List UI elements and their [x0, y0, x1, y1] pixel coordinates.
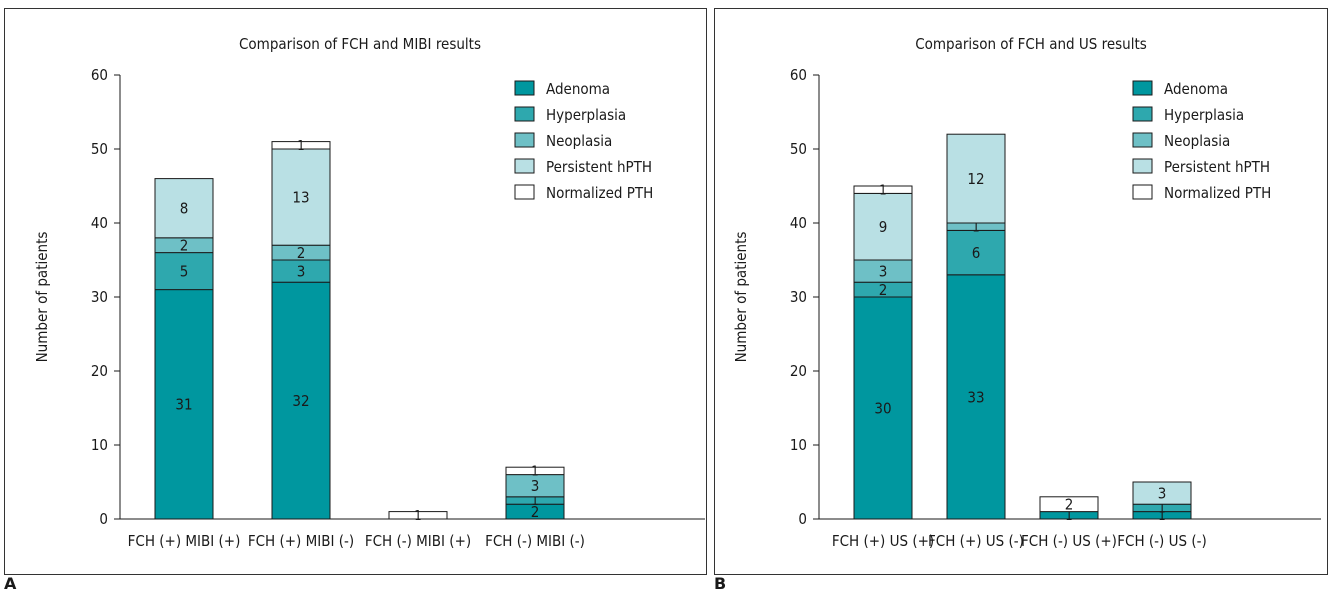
bar-value-label: 31: [175, 396, 192, 414]
y-tick-label: 30: [91, 288, 108, 306]
y-tick-label: 0: [99, 510, 108, 528]
bar-segment-normalized-pth: [505, 466, 565, 476]
legend-swatch-adenoma: [514, 80, 535, 96]
x-tick-label: FCH (-) MIBI (+): [365, 532, 471, 550]
bar-value-label: 1: [297, 139, 304, 154]
bar-value-label: 30: [874, 399, 891, 417]
legend-swatch-neoplasia: [1132, 132, 1153, 148]
legend-label-persistent-hpth: Persistent hPTH: [546, 158, 652, 176]
y-tick-label: 20: [790, 362, 807, 380]
legend-label-neoplasia: Neoplasia: [1164, 132, 1230, 150]
chart-a: Comparison of FCH and MIBI results 0 10 20 3…: [33, 35, 705, 550]
x-tick-label: FCH (+) US (+): [832, 532, 934, 550]
y-axis-label: Number of patients: [732, 232, 750, 363]
legend-swatch-persistent-hpth: [1132, 158, 1153, 174]
bar-value-label: 1: [531, 465, 538, 480]
chart-title: Comparison of FCH and US results: [915, 35, 1147, 53]
bar-segment-normalized-pth: [853, 185, 913, 194]
bar-segment-adenoma: [946, 274, 1006, 520]
bar-value-label: 3: [297, 263, 306, 281]
legend-label-adenoma: Adenoma: [1164, 80, 1228, 98]
x-tick-label: FCH (+) US (-): [928, 532, 1024, 550]
chart-title: Comparison of FCH and MIBI results: [239, 35, 481, 53]
legend-label-adenoma: Adenoma: [546, 80, 610, 98]
bar-value-label: 3: [1158, 485, 1167, 503]
bar-segment-adenoma: [853, 296, 913, 520]
bar-value-label: 2: [1065, 496, 1074, 514]
y-tick-label: 0: [798, 510, 807, 528]
legend-swatch-neoplasia: [514, 132, 535, 148]
x-tick-label: FCH (-) US (+): [1021, 532, 1117, 550]
x-tick-label: FCH (-) US (-): [1117, 532, 1206, 550]
panel-a: Comparison of FCH and MIBI results 0 10 20 3…: [4, 8, 707, 575]
y-tick-label: 60: [790, 66, 807, 84]
bar-value-label: 6: [972, 244, 981, 262]
bar-value-label: 2: [531, 503, 540, 521]
bar-value-label: 5: [180, 263, 189, 281]
bar-segment-hyperplasia: [946, 229, 1006, 276]
bar-segment-persistent-hpth: [853, 192, 913, 261]
legend-label-persistent-hpth: Persistent hPTH: [1164, 158, 1270, 176]
bar-value-label: 33: [967, 388, 984, 406]
bar-segment-normalized-pth: [271, 141, 331, 150]
x-tick-label: FCH (+) MIBI (-): [248, 532, 354, 550]
legend-swatch-persistent-hpth: [514, 158, 535, 174]
panel-letter-a: A: [4, 574, 17, 593]
chart-b: Comparison of FCH and US results 0 10 20 30 4…: [732, 35, 1321, 550]
y-tick-label: 10: [91, 436, 108, 454]
legend-swatch-adenoma: [1132, 80, 1153, 96]
bar-value-label: 3: [879, 263, 888, 281]
y-tick-label: 50: [91, 140, 108, 158]
bar-value-label: 1: [1158, 502, 1165, 517]
bar-value-label: 1: [1158, 509, 1165, 524]
x-tick-label: FCH (+) MIBI (+): [128, 532, 241, 550]
legend-label-normalized-pth: Normalized PTH: [1164, 184, 1271, 202]
bar-value-label: 3: [531, 477, 540, 495]
bar-value-label: 8: [180, 200, 189, 218]
bar-segment-normalized-pth: [388, 511, 448, 520]
bar-segment-normalized-pth: [1039, 496, 1099, 513]
bar-value-label: 12: [967, 170, 984, 188]
bar-value-label: 2: [180, 237, 189, 255]
bar-value-label: 32: [292, 392, 309, 410]
y-tick-label: 50: [790, 140, 807, 158]
bar-segment-persistent-hpth: [1132, 481, 1192, 505]
legend-label-neoplasia: Neoplasia: [546, 132, 612, 150]
y-tick-label: 40: [790, 214, 807, 232]
legend-label-normalized-pth: Normalized PTH: [546, 184, 653, 202]
bar-value-label: 1: [879, 183, 886, 198]
legend-swatch-normalized-pth: [1132, 184, 1153, 200]
bar-value-label: 2: [879, 281, 888, 299]
bar-value-label: 13: [292, 189, 309, 207]
bar-segment-persistent-hpth: [271, 148, 331, 246]
panel-letter-b: B: [714, 574, 727, 593]
bar-segment-hyperplasia: [154, 252, 214, 291]
legend-label-hyperplasia: Hyperplasia: [546, 106, 626, 124]
y-axis-label: Number of patients: [33, 232, 51, 363]
bar-value-label: 2: [297, 244, 306, 262]
bar-value-label: 1: [531, 494, 538, 509]
y-tick-label: 20: [91, 362, 108, 380]
x-tick-label: FCH (-) MIBI (-): [485, 532, 585, 550]
y-tick-label: 30: [790, 288, 807, 306]
bar-segment-adenoma: [154, 289, 214, 520]
y-tick-label: 60: [91, 66, 108, 84]
y-tick-label: 40: [91, 214, 108, 232]
legend-swatch-normalized-pth: [514, 184, 535, 200]
panel-b: Comparison of FCH and US results 0 10 20 30 4…: [714, 8, 1328, 575]
legend-label-hyperplasia: Hyperplasia: [1164, 106, 1244, 124]
bar-value-label: 9: [879, 218, 888, 236]
bar-value-label: 1: [972, 220, 979, 235]
bar-value-label: 1: [414, 509, 421, 524]
bar-segment-persistent-hpth: [154, 178, 214, 239]
y-tick-label: 10: [790, 436, 807, 454]
bar-segment-persistent-hpth: [946, 133, 1006, 224]
legend-swatch-hyperplasia: [514, 106, 535, 122]
legend-swatch-hyperplasia: [1132, 106, 1153, 122]
bar-value-label: 1: [1065, 509, 1072, 524]
